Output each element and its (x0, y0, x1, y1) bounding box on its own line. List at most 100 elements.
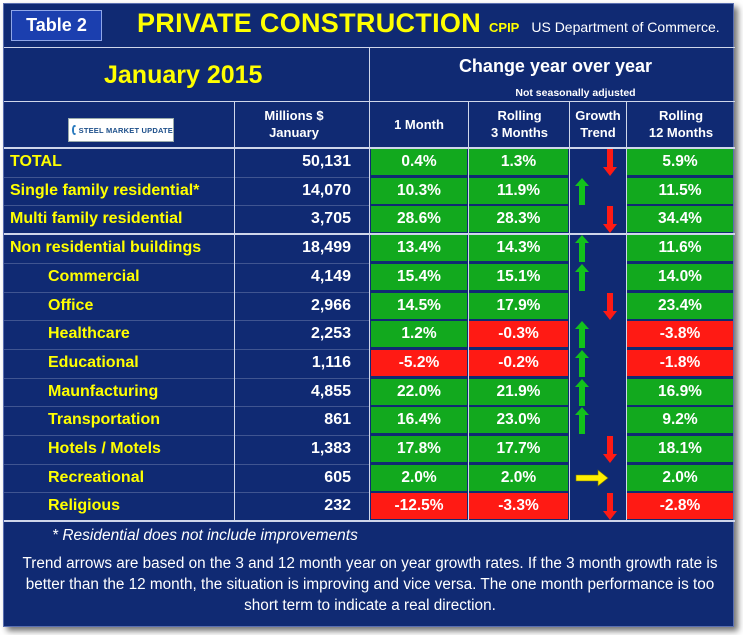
column-header-millions-line2: January (269, 125, 319, 140)
millions-value: 232 (324, 497, 351, 515)
rolling-3-value: 28.3% (469, 206, 568, 233)
divider-line (626, 101, 627, 521)
up-arrow-icon (575, 378, 589, 406)
up-arrow-icon (575, 321, 589, 349)
source-text: US Department of Commerce. (531, 19, 720, 35)
column-header-millions-line1: Millions $ (264, 108, 324, 123)
down-arrow-icon (603, 206, 617, 234)
row-separator (4, 176, 369, 178)
growth-trend-cell (570, 349, 625, 377)
millions-value: 14,070 (302, 181, 351, 199)
one-month-value: 17.8% (371, 436, 467, 462)
down-arrow-icon (603, 493, 617, 521)
one-month-value: 10.3% (371, 177, 467, 204)
rolling-12-value: 9.2% (627, 407, 733, 434)
growth-trend-cell (570, 177, 625, 205)
rolling-3-value: 21.9% (469, 378, 568, 405)
construction-table-panel: Table 2 PRIVATE CONSTRUCTION CPIP US Dep… (3, 3, 735, 627)
logo-swoosh-icon (72, 125, 77, 135)
row-separator (4, 521, 369, 523)
millions-value: 4,149 (310, 267, 351, 285)
divider-line (569, 101, 570, 521)
table-row: Recreational 605 2.0% 2.0% 2.0% (4, 464, 735, 492)
row-label: TOTAL (10, 153, 62, 170)
column-header-rolling-12-line1: Rolling (658, 108, 704, 123)
rolling-12-value: 34.4% (627, 206, 733, 233)
table-row: Hotels / Motels 1,383 17.8% 17.7% 18.1% (4, 435, 735, 463)
rolling-12-value: 11.5% (627, 177, 733, 204)
change-heading: Change year over year (458, 56, 653, 76)
column-header-one-month: 1 Month (394, 117, 444, 132)
rolling-3-value: 17.9% (469, 292, 568, 319)
steel-market-update-logo: STEEL MARKET UPDATE (68, 118, 174, 142)
title-suffix: CPIP (489, 20, 520, 35)
growth-trend-cell (570, 205, 625, 234)
rolling-3-value: 17.7% (469, 436, 568, 462)
growth-trend-cell (570, 320, 625, 349)
rolling-3-value: 1.3% (469, 149, 568, 175)
column-header-rolling-12-line2: 12 Months (648, 125, 714, 140)
logo-text: STEEL MARKET UPDATE (78, 125, 173, 135)
one-month-value: 16.4% (371, 407, 467, 434)
one-month-value: 1.2% (371, 321, 467, 348)
row-separator (4, 291, 369, 293)
rolling-3-value: -3.3% (469, 493, 568, 520)
column-header-millions: Millions $ January (236, 107, 352, 141)
millions-value: 2,966 (310, 296, 351, 314)
rolling-12-value: 5.9% (627, 149, 733, 175)
row-separator (4, 205, 369, 207)
row-separator (4, 348, 369, 350)
rolling-12-value: -1.8% (627, 349, 733, 376)
rolling-12-value: 18.1% (627, 436, 733, 462)
millions-value: 3,705 (310, 210, 351, 228)
one-month-value: 15.4% (371, 263, 467, 290)
one-month-value: -12.5% (371, 493, 467, 520)
column-header-rolling-3: Rolling 3 Months (470, 107, 569, 141)
row-label: Non residential buildings (10, 239, 202, 257)
up-arrow-icon (575, 177, 589, 205)
table-title: PRIVATE CONSTRUCTION CPIP US Department … (137, 8, 720, 44)
row-label: Educational (48, 353, 139, 371)
rolling-12-value: 23.4% (627, 292, 733, 319)
growth-trend-cell (570, 464, 625, 492)
trend-explanation: Trend arrows are based on the 3 and 12 m… (22, 555, 718, 614)
table-row: Office 2,966 14.5% 17.9% 23.4% (4, 292, 735, 320)
footnote: * Residential does not include improveme… (52, 527, 358, 544)
millions-value: 50,131 (302, 153, 351, 170)
row-label: Maunfacturing (48, 382, 159, 400)
table-row: Multi family residential 3,705 28.6% 28.3% 3… (4, 205, 735, 234)
column-header-rolling-12: Rolling 12 Months (628, 107, 734, 141)
growth-trend-cell (570, 406, 625, 435)
table-row: Healthcare 2,253 1.2% -0.3% -3.8% (4, 320, 735, 349)
millions-value: 1,116 (311, 353, 351, 371)
row-label: Healthcare (48, 325, 130, 343)
rolling-12-value: 16.9% (627, 378, 733, 405)
column-header-rolling-3-line1: Rolling (497, 108, 542, 123)
row-label: Recreational (48, 468, 145, 486)
table-row: Religious 232 -12.5% -3.3% -2.8% (4, 492, 735, 521)
rolling-12-value: 14.0% (627, 263, 733, 290)
rolling-12-value: -3.8% (627, 321, 733, 348)
divider-line (234, 101, 235, 521)
down-arrow-icon (603, 292, 617, 320)
millions-value: 1,383 (310, 440, 351, 457)
rolling-3-value: 15.1% (469, 263, 568, 290)
millions-value: 4,855 (310, 382, 351, 400)
row-label: Hotels / Motels (48, 440, 161, 457)
row-separator (4, 463, 369, 465)
table-row: Non residential buildings 18,499 13.4% 14.3… (4, 234, 735, 263)
down-arrow-icon (603, 149, 617, 176)
millions-value: 861 (324, 411, 351, 429)
rolling-12-value: 2.0% (627, 464, 733, 491)
rolling-3-value: 23.0% (469, 407, 568, 434)
table-row: Commercial 4,149 15.4% 15.1% 14.0% (4, 263, 735, 291)
up-arrow-icon (575, 349, 589, 377)
row-separator (4, 406, 369, 408)
one-month-value: 0.4% (371, 149, 467, 175)
up-arrow-icon (575, 235, 589, 263)
growth-trend-cell (570, 263, 625, 291)
up-arrow-icon (575, 407, 589, 435)
row-separator (4, 262, 369, 264)
growth-trend-cell (570, 148, 625, 176)
